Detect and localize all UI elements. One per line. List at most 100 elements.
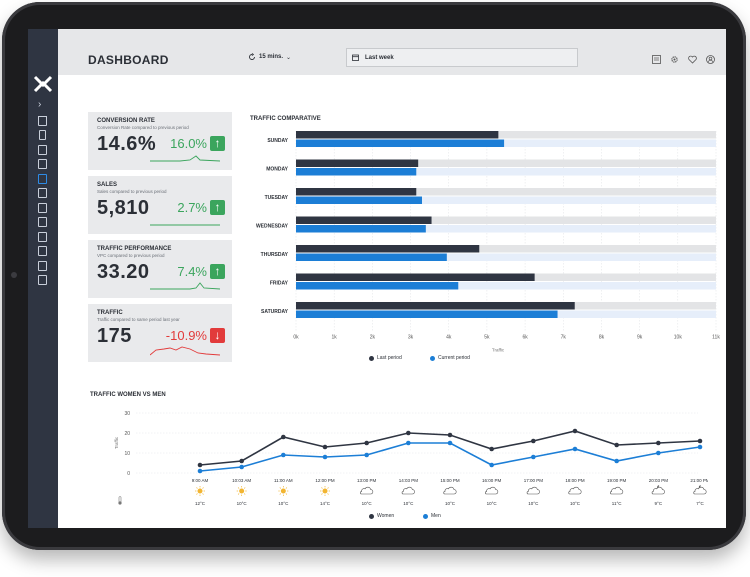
legend-last-period[interactable]: Last period: [369, 355, 402, 361]
temperature-label: 14°C: [320, 501, 331, 506]
sun-ray: [279, 487, 282, 489]
chevron-down-icon: ⌄: [286, 54, 292, 61]
arrow-up-icon: ↑: [210, 264, 225, 279]
report-icon[interactable]: [38, 159, 47, 169]
sun-ray: [285, 487, 288, 489]
bar-current-period: [296, 196, 422, 204]
legend-label: Last period: [377, 355, 402, 361]
legend-label: Women: [377, 513, 395, 519]
men-point: [364, 452, 369, 458]
bar-current-period: [296, 225, 426, 233]
bar-last-period: [296, 273, 535, 281]
sparkline: [150, 224, 220, 226]
men-point: [614, 458, 619, 464]
x-tick-label: 18:00 PM: [565, 478, 585, 483]
kpi-value: 14.6%: [97, 133, 157, 155]
y-tick-label: 10: [124, 451, 130, 457]
x-tick-label: 14:03 PM: [399, 478, 419, 483]
men-point: [572, 446, 578, 452]
sun-ray: [327, 493, 329, 495]
x-tick-label: 0k: [293, 335, 299, 341]
women-vs-men-title: TRAFFIC WOMEN VS MEN: [90, 392, 166, 398]
x-tick-label: 11:00 AM: [274, 478, 293, 483]
bar-track: [296, 282, 716, 290]
y-tick-label: 30: [124, 411, 130, 417]
sidebar: ›: [28, 29, 58, 528]
arrow-up-icon: ↑: [210, 136, 225, 151]
temperature-label: 10°C: [403, 501, 414, 506]
cloud-icon: [693, 486, 707, 495]
kpi-subtitle: Sales compared to previous period: [97, 189, 167, 194]
women-point: [697, 438, 703, 444]
legend-current-period[interactable]: Current period: [430, 355, 470, 361]
bar-last-period: [296, 245, 480, 253]
report-icon[interactable]: [38, 275, 47, 285]
temperature-label: 10°C: [237, 501, 248, 506]
temperature-label: 10°C: [487, 501, 498, 506]
report-icon[interactable]: [38, 232, 47, 242]
bar-track: [296, 188, 716, 196]
refresh-interval-select[interactable]: 15 mins. ⌄: [248, 53, 291, 61]
x-tick-label: 10k: [674, 335, 683, 341]
x-tick-label: 21:00 PM: [690, 478, 708, 483]
x-tick-label: 16:00 PM: [482, 478, 502, 483]
report-icon[interactable]: [38, 203, 47, 213]
bar-last-period: [296, 188, 417, 196]
legend-swatch: [423, 513, 428, 519]
cloud-icon: [401, 486, 415, 495]
report-icon-active[interactable]: [38, 174, 47, 184]
kpi-card-sales[interactable]: SALES Sales compared to previous period …: [88, 176, 232, 234]
x-tick-label: 12:00 PM: [315, 478, 335, 483]
report-icon[interactable]: [38, 261, 47, 271]
report-icon[interactable]: [38, 217, 47, 227]
gear-icon[interactable]: [670, 55, 679, 64]
bar-track: [296, 196, 716, 204]
sun-icon: [280, 488, 286, 494]
kpi-card-conversion-rate[interactable]: CONVERSION RATE Conversion Rate compared…: [88, 112, 232, 170]
legend-swatch: [369, 513, 374, 519]
legend-swatch: [369, 355, 374, 361]
bar-last-period: [296, 131, 499, 139]
date-range-picker[interactable]: Last week: [346, 48, 578, 67]
cloud-icon: [443, 486, 457, 495]
sun-ray: [243, 487, 246, 489]
legend-women[interactable]: Women: [369, 513, 394, 519]
category-label: FRIDAY: [270, 281, 289, 287]
women-point: [572, 428, 578, 434]
expand-chevron-icon[interactable]: ›: [38, 99, 42, 110]
x-tick-label: 9k: [637, 335, 643, 341]
kpi-card-traffic-performance[interactable]: TRAFFIC PERFORMANCE VPC compared to prev…: [88, 240, 232, 298]
report-icon[interactable]: [38, 145, 47, 155]
heart-pulse-icon[interactable]: [688, 55, 697, 64]
kpi-title: CONVERSION RATE: [97, 118, 155, 124]
x-tick-label: 2k: [370, 335, 376, 341]
kpi-change: 16.0%: [170, 136, 207, 151]
sun-ray: [279, 493, 282, 495]
category-label: THURSDAY: [261, 252, 289, 258]
kpi-card-traffic[interactable]: TRAFFIC Traffic compared to same period …: [88, 304, 232, 362]
legend-men[interactable]: Men: [423, 513, 441, 519]
bar-track: [296, 245, 716, 253]
sun-icon: [239, 488, 245, 494]
home-icon[interactable]: [38, 116, 47, 126]
sun-ray: [202, 487, 204, 489]
bar-last-period: [296, 302, 575, 310]
kpi-subtitle: Conversion Rate compared to previous per…: [97, 125, 189, 130]
user-icon[interactable]: [706, 55, 715, 64]
sun-icon: [197, 488, 203, 494]
x-axis-label: Traffic: [492, 348, 505, 353]
x-tick-label: 11k: [712, 335, 720, 341]
x-tick-label: 9:00 AM: [192, 478, 209, 483]
export-icon[interactable]: [652, 55, 661, 64]
x-tick-label: 8k: [599, 335, 605, 341]
report-icon[interactable]: [38, 246, 47, 256]
y-axis-label: Traffic: [114, 436, 119, 449]
mobile-icon[interactable]: [39, 130, 46, 140]
x-tick-label: 5k: [484, 335, 490, 341]
sun-ray: [327, 487, 329, 489]
report-icon[interactable]: [38, 188, 47, 198]
men-point: [447, 440, 453, 446]
temperature-label: 10°C: [570, 501, 581, 506]
men-point: [281, 452, 286, 458]
legend-label: Current period: [438, 355, 470, 361]
